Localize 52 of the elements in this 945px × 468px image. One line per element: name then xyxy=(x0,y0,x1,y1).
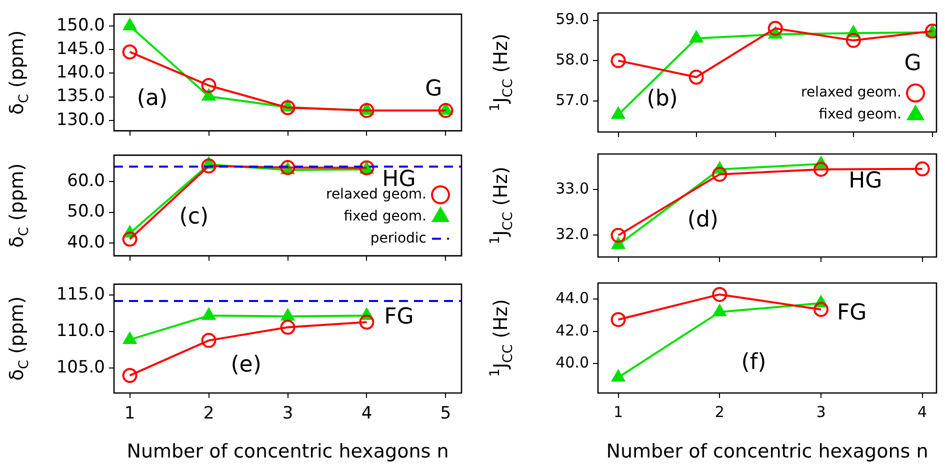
x-tick-label: 2 xyxy=(203,404,214,424)
x-tick-label: 3 xyxy=(282,404,294,424)
annotation: FG xyxy=(837,300,867,326)
x-tick-label: 1 xyxy=(613,402,624,421)
y-axis-title: δC (ppm) xyxy=(6,296,32,381)
annotation: FG xyxy=(384,304,414,330)
x-tick-label: 2 xyxy=(714,402,724,421)
y-axis-title: δC (ppm) xyxy=(6,30,32,115)
y-axis-title: 1JCC (Hz) xyxy=(488,299,516,377)
x-axis-title: Number of concentric hexagons n xyxy=(126,440,449,463)
x-tick-label: 5 xyxy=(440,404,452,424)
y-axis-title: 1JCC (Hz) xyxy=(488,166,516,244)
y-tick-label: 140.0 xyxy=(56,62,105,83)
annotation: (a) xyxy=(136,86,168,112)
y-axis-title: 1JCC (Hz) xyxy=(488,34,516,112)
y-axis-title: δC (ppm) xyxy=(6,163,32,248)
x-tick-label: 4 xyxy=(918,402,928,421)
y-tick-label: 60.0 xyxy=(67,170,105,191)
y-tick-label: 44.0 xyxy=(556,289,589,308)
legend-label: periodic xyxy=(370,230,426,246)
y-tick-label: 145.0 xyxy=(56,39,105,60)
annotation: (c) xyxy=(179,204,209,230)
x-tick-label: 1 xyxy=(124,404,136,424)
y-tick-label: 50.0 xyxy=(67,202,105,222)
legend-label: relaxed geom. xyxy=(801,84,902,101)
x-axis-title: Number of concentric hexagons n xyxy=(606,440,928,463)
y-tick-label: 150.0 xyxy=(56,15,105,36)
annotation: (f) xyxy=(741,350,766,376)
y-tick-label: 59.0 xyxy=(556,10,589,28)
annotation: (d) xyxy=(687,208,719,233)
annotation: HG xyxy=(848,168,882,194)
y-tick-label: 32.0 xyxy=(556,224,589,243)
legend-label: relaxed geom. xyxy=(326,186,426,202)
y-tick-label: 130.0 xyxy=(56,110,105,130)
annotation: (b) xyxy=(646,86,678,112)
y-tick-label: 105.0 xyxy=(56,358,105,378)
legend-label: fixed geom. xyxy=(344,208,426,224)
y-tick-label: 40.0 xyxy=(556,354,589,372)
x-tick-label: 4 xyxy=(361,404,372,424)
y-tick-label: 135.0 xyxy=(56,86,105,106)
y-tick-label: 110.0 xyxy=(56,321,105,342)
legend-label: fixed geom. xyxy=(818,106,902,123)
x-tick-label: 3 xyxy=(816,402,826,421)
annotation: G xyxy=(904,50,922,76)
y-tick-label: 57.0 xyxy=(556,90,589,109)
annotation: (e) xyxy=(230,352,262,378)
annotation: G xyxy=(425,76,442,102)
y-tick-label: 33.0 xyxy=(556,180,589,198)
y-tick-label: 42.0 xyxy=(556,321,589,340)
y-tick-label: 115.0 xyxy=(56,284,105,305)
y-tick-label: 40.0 xyxy=(67,232,105,253)
y-tick-label: 58.0 xyxy=(556,50,589,68)
